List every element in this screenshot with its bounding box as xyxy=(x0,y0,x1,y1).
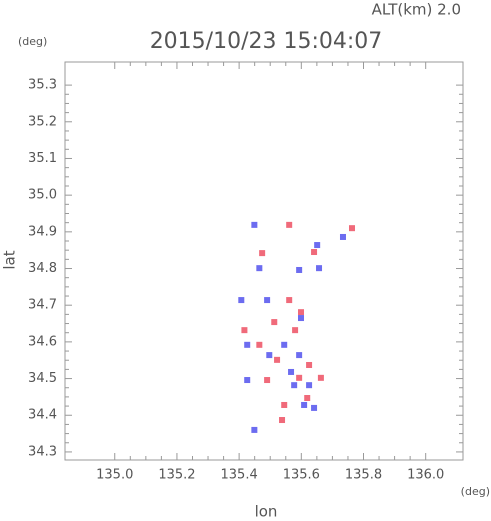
radar-cell xyxy=(301,401,308,408)
radar-cell xyxy=(306,382,313,389)
radar-cell xyxy=(316,265,323,272)
y-tick-label: 35.1 xyxy=(28,151,57,166)
y-tick-label: 35.3 xyxy=(28,78,57,93)
x-unit: (deg) xyxy=(461,485,490,498)
radar-cell xyxy=(264,297,271,304)
radar-cell xyxy=(348,225,355,232)
radar-cell xyxy=(281,401,288,408)
radar-cell xyxy=(298,315,305,322)
x-axis-label: lon xyxy=(255,503,278,521)
radar-cell xyxy=(304,395,311,402)
x-tick-label: 136.0 xyxy=(407,468,444,483)
radar-cell xyxy=(251,426,258,433)
radar-cell xyxy=(311,249,318,256)
radar-cell xyxy=(306,361,313,368)
radar-cell xyxy=(291,382,298,389)
radar-cell xyxy=(288,368,295,375)
radar-cell xyxy=(314,242,321,249)
altitude-label: ALT(km) 2.0 xyxy=(372,1,461,19)
radar-cell xyxy=(296,266,303,273)
radar-cell xyxy=(296,352,303,359)
radar-cell xyxy=(241,327,248,334)
x-tick-label: 135.0 xyxy=(96,468,133,483)
radar-cell xyxy=(266,352,273,359)
radar-cell xyxy=(317,374,324,381)
radar-cell xyxy=(256,341,263,348)
radar-cell xyxy=(274,356,281,363)
x-tick-label: 135.2 xyxy=(158,468,195,483)
radar-cell xyxy=(264,377,271,384)
x-tick-label: 135.8 xyxy=(345,468,382,483)
radar-cell xyxy=(339,233,346,240)
radar-cell xyxy=(238,297,245,304)
chart-title: 2015/10/23 15:04:07 xyxy=(150,29,383,54)
radar-cell xyxy=(286,297,293,304)
radar-cell xyxy=(296,374,303,381)
plot-frame xyxy=(64,61,464,461)
y-unit: (deg) xyxy=(18,35,47,48)
y-axis-label: lat xyxy=(1,250,19,269)
y-tick-label: 34.7 xyxy=(28,298,57,313)
y-tick-label: 34.5 xyxy=(28,371,57,386)
y-tick-label: 34.4 xyxy=(28,408,57,423)
radar-cell xyxy=(286,221,293,228)
y-tick-label: 34.3 xyxy=(28,444,57,459)
radar-cell xyxy=(292,327,299,334)
y-tick-label: 34.9 xyxy=(28,224,57,239)
y-tick-label: 34.6 xyxy=(28,334,57,349)
radar-cell xyxy=(281,341,288,348)
radar-cell xyxy=(311,404,318,411)
radar-cell xyxy=(271,319,278,326)
y-tick-label: 35.2 xyxy=(28,114,57,129)
y-tick-label: 35.0 xyxy=(28,188,57,203)
x-tick-label: 135.6 xyxy=(283,468,320,483)
radar-cell xyxy=(251,221,258,228)
y-tick-label: 34.8 xyxy=(28,261,57,276)
radar-cell xyxy=(279,417,286,424)
radar-cell xyxy=(244,341,251,348)
radar-cell xyxy=(256,265,263,272)
radar-cell xyxy=(298,309,305,316)
x-tick-label: 135.4 xyxy=(221,468,258,483)
radar-cell xyxy=(259,250,266,257)
radar-cell xyxy=(244,377,251,384)
